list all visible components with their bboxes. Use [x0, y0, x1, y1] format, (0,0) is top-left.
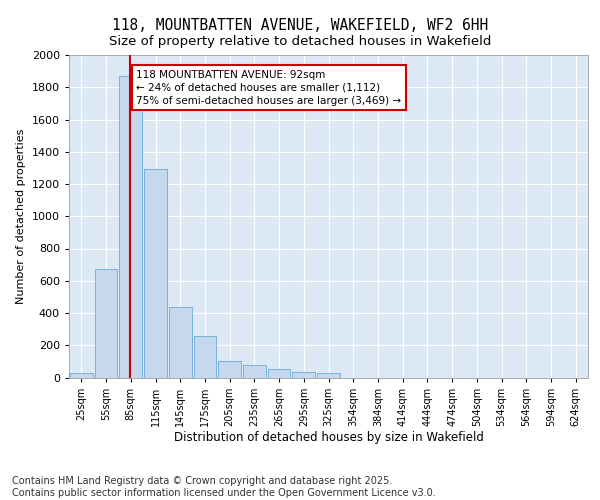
Bar [292, 372, 315, 378]
Bar [95, 270, 118, 378]
Bar [218, 362, 241, 378]
X-axis label: Distribution of detached houses by size in Wakefield: Distribution of detached houses by size … [173, 432, 484, 444]
Text: 118 MOUNTBATTEN AVENUE: 92sqm
← 24% of detached houses are smaller (1,112)
75% o: 118 MOUNTBATTEN AVENUE: 92sqm ← 24% of d… [136, 70, 401, 106]
Text: Size of property relative to detached houses in Wakefield: Size of property relative to detached ho… [109, 35, 491, 48]
Bar [194, 336, 216, 378]
Bar [144, 170, 167, 378]
Bar [317, 372, 340, 378]
Bar [169, 306, 191, 378]
Text: Contains HM Land Registry data © Crown copyright and database right 2025.
Contai: Contains HM Land Registry data © Crown c… [12, 476, 436, 498]
Bar [119, 76, 142, 378]
Bar [268, 368, 290, 378]
Text: 118, MOUNTBATTEN AVENUE, WAKEFIELD, WF2 6HH: 118, MOUNTBATTEN AVENUE, WAKEFIELD, WF2 … [112, 18, 488, 32]
Bar [70, 372, 93, 378]
Bar [243, 366, 266, 378]
Y-axis label: Number of detached properties: Number of detached properties [16, 128, 26, 304]
